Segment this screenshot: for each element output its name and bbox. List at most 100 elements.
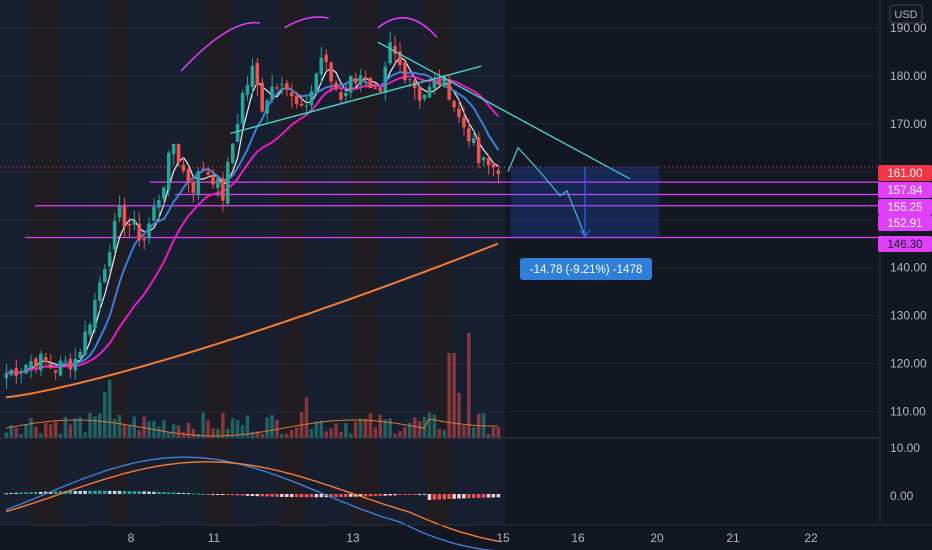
- macd-histogram-bar: [29, 492, 33, 494]
- time-tick-label: 21: [726, 531, 740, 545]
- candle-body: [403, 62, 407, 81]
- macd-histogram-bar: [19, 492, 23, 494]
- candle-body: [280, 84, 284, 86]
- volume-bar: [9, 425, 14, 438]
- macd-histogram-bar: [304, 494, 309, 498]
- volume-bar: [388, 418, 392, 438]
- volume-bar: [196, 433, 200, 438]
- candle-body: [181, 164, 186, 171]
- time-axis[interactable]: 8 11 13 15 16 20 21 22: [128, 531, 818, 545]
- volume-bar: [112, 418, 117, 438]
- candle-body: [43, 357, 48, 362]
- candle-body: [9, 369, 14, 376]
- horizontal-levels[interactable]: [0, 166, 880, 239]
- candle-body: [422, 94, 427, 99]
- volume-bar: [171, 424, 176, 438]
- volume-bar: [83, 432, 87, 438]
- candle-body: [137, 223, 141, 241]
- candle-body: [481, 157, 486, 161]
- volume-bar: [166, 431, 171, 438]
- volume-bar: [457, 392, 461, 438]
- candle-body: [472, 138, 476, 144]
- volume-bar: [358, 418, 363, 438]
- volume-bar: [442, 430, 446, 438]
- candle-body: [447, 79, 451, 100]
- macd-pane: [4, 456, 501, 550]
- macd-histogram-bar: [427, 494, 432, 500]
- volume-bar: [319, 420, 323, 438]
- macd-histogram-bar: [294, 494, 299, 498]
- candle-body: [103, 269, 107, 283]
- macd-histogram-bar: [137, 491, 141, 494]
- macd-histogram-bar: [9, 493, 14, 495]
- macd-histogram-bar: [486, 494, 491, 498]
- candle-body: [147, 223, 151, 239]
- candle-body: [378, 87, 383, 92]
- session-band: [88, 0, 110, 525]
- time-tick-label: 15: [496, 531, 510, 545]
- macd-histogram-bar: [53, 491, 58, 494]
- price-tick-label: 180.00: [890, 69, 927, 83]
- price-tag-label: 146.30: [887, 239, 922, 251]
- volume-bar: [447, 353, 451, 438]
- volume-bar: [226, 428, 230, 438]
- price-tag-box: [878, 165, 932, 181]
- macd-histogram-bar: [4, 493, 9, 495]
- volume-bar: [452, 353, 456, 438]
- macd-histogram-bar: [103, 490, 107, 494]
- volume-bar: [403, 426, 407, 438]
- candle-body: [216, 177, 220, 189]
- candle-body: [19, 370, 23, 374]
- trend-line-support: [230, 65, 482, 135]
- time-tick-label: 22: [804, 531, 818, 545]
- candle-body: [437, 80, 442, 86]
- candles: [4, 31, 501, 389]
- volume-bar: [383, 419, 387, 438]
- volume-bar: [486, 433, 491, 438]
- price-tick-label: 170.00: [890, 117, 927, 131]
- session-band: [260, 0, 281, 525]
- macd-histogram-bar: [442, 494, 446, 500]
- volume-bar: [393, 433, 397, 438]
- candle-body: [24, 364, 28, 374]
- macd-histogram-bar: [368, 494, 373, 497]
- macd-histogram-bar: [373, 494, 378, 497]
- macd-histogram-bar: [496, 494, 501, 498]
- candle-body: [432, 80, 437, 89]
- macd-histogram-bar: [432, 494, 437, 500]
- candle-body: [334, 82, 338, 89]
- macd-histogram-bar: [422, 493, 427, 495]
- volume-bar: [408, 422, 412, 438]
- candle-body: [191, 181, 196, 193]
- macd-histogram-bar: [462, 494, 466, 499]
- macd-histogram-bar: [467, 494, 471, 499]
- macd-histogram-bar: [363, 494, 368, 497]
- macd-histogram-bar: [83, 490, 87, 494]
- candle-body: [162, 187, 166, 199]
- trend-drawings[interactable]: [180, 16, 631, 237]
- measure-tool[interactable]: -14.78 (-9.21%) -1478: [510, 166, 660, 280]
- arc-drawing: [284, 16, 329, 29]
- macd-histogram-bar: [289, 494, 294, 498]
- volume-bar: [270, 414, 274, 438]
- price-tag-label: 155.25: [887, 202, 922, 214]
- macd-histogram-bar: [260, 494, 264, 497]
- volume-bar: [53, 421, 58, 438]
- candle-body: [496, 170, 501, 175]
- currency-badge[interactable]: USD: [889, 4, 923, 24]
- macd-histogram-bar: [142, 491, 146, 494]
- macd-histogram-bar: [412, 494, 417, 495]
- macd-histogram-bar: [378, 494, 383, 496]
- candle-body: [68, 358, 73, 370]
- volume-bar: [491, 427, 496, 438]
- volume-bar: [349, 433, 353, 438]
- volume-bar: [93, 416, 97, 438]
- signal-line: [5, 461, 499, 542]
- volume-bar: [339, 431, 343, 438]
- price-axis[interactable]: 190.00 180.00 170.00 140.00 130.00 120.00 110.…: [890, 21, 927, 419]
- macd-histogram-bar: [457, 494, 461, 499]
- session-band: [0, 0, 30, 525]
- arc-drawing: [377, 17, 438, 38]
- candle-body: [245, 84, 250, 95]
